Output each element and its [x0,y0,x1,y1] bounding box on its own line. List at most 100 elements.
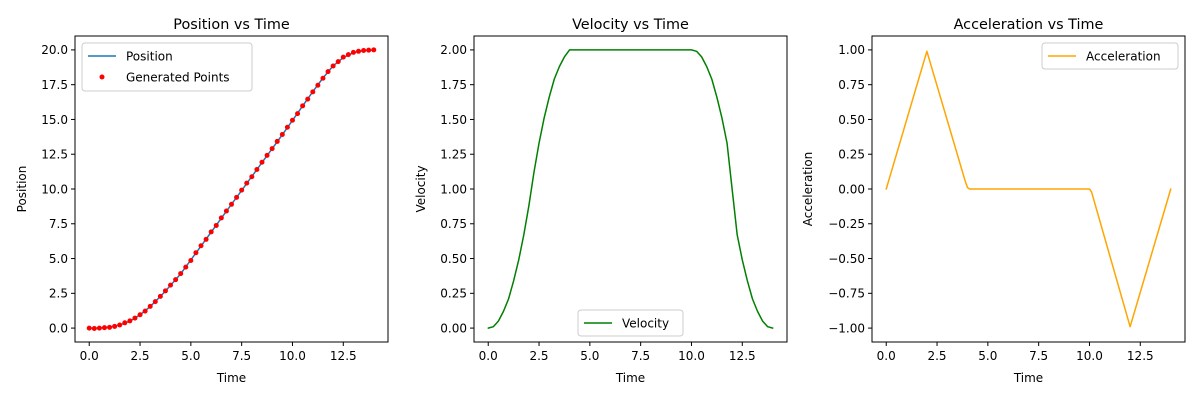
data-point-generated-points [310,89,316,95]
data-point-generated-points [223,208,229,214]
data-point-generated-points [234,194,240,200]
data-point-generated-points [213,222,219,228]
data-point-generated-points [203,236,209,242]
legend-label-acceleration: Acceleration [1086,50,1161,64]
data-point-generated-points [254,167,260,173]
x-tick-label: 0.0 [877,349,896,363]
data-point-generated-points [264,152,270,158]
data-point-generated-points [295,111,301,117]
y-tick-label: −0.50 [828,252,865,266]
x-tick-label: 7.5 [1029,349,1048,363]
y-tick-label: 0.75 [838,78,865,92]
data-point-generated-points [193,250,199,256]
series-line-acceleration [885,50,1172,328]
data-point-generated-points [168,282,174,288]
data-point-generated-points [162,288,168,294]
data-point-generated-points [259,159,265,165]
y-tick-label: −1.00 [828,321,865,335]
x-tick-label: 12.5 [330,349,357,363]
x-tick-label: 7.5 [631,349,650,363]
data-point-generated-points [371,47,377,53]
data-point-generated-points [300,103,306,109]
y-axis-label: Velocity [414,165,428,212]
legend: Position Generated Points [81,42,253,92]
legend-label-velocity: Velocity [622,317,669,331]
y-tick-label: 1.00 [838,43,865,57]
x-tick-label: 5.0 [580,349,599,363]
data-point-generated-points [340,54,346,60]
x-axis-label: Time [615,371,645,385]
data-point-generated-points [335,59,341,65]
data-point-generated-points [132,315,138,321]
data-point-generated-points [325,69,331,75]
y-tick-label: 1.00 [440,182,467,196]
y-tick-label: 0.75 [440,217,467,231]
data-point-generated-points [117,322,123,328]
velocity-chart: Velocity vs Time Time Velocity Velocity … [414,17,788,385]
chart-title: Acceleration vs Time [954,17,1104,33]
y-tick-label: 20.0 [41,43,68,57]
x-tick-label: 2.5 [130,349,149,363]
x-tick-label: 7.5 [232,349,251,363]
plot-area [86,47,377,332]
y-tick-label: 0.50 [440,252,467,266]
y-tick-label: 17.5 [41,78,68,92]
data-point-generated-points [107,324,113,330]
y-tick-label: 1.75 [440,78,467,92]
legend-frame [577,309,684,337]
data-point-generated-points [147,303,153,309]
x-tick-label: 5.0 [181,349,200,363]
data-point-generated-points [320,75,326,81]
x-tick-label: 2.5 [529,349,548,363]
data-point-generated-points [330,63,336,69]
x-tick-label: 10.0 [1076,349,1103,363]
legend-label-position: Position [126,50,173,64]
chart-title: Velocity vs Time [572,17,689,33]
data-point-generated-points [289,117,295,123]
data-point-generated-points [356,48,362,54]
x-tick-label: 0.0 [479,349,498,363]
y-tick-label: 7.5 [49,217,68,231]
data-point-generated-points [229,201,234,207]
legend-label-generated-points: Generated Points [126,71,230,85]
y-tick-label: 1.50 [440,113,467,127]
x-tick-label: 5.0 [978,349,997,363]
position-chart: Position vs Time Time Position Position … [15,17,389,385]
data-point-generated-points [279,131,285,137]
data-point-generated-points [188,257,194,263]
y-tick-label: 0.00 [440,321,467,335]
plot-area [487,49,774,329]
data-point-generated-points [178,271,184,277]
x-tick-label: 10.0 [279,349,306,363]
x-axis-label: Time [216,371,246,385]
y-tick-label: 2.00 [440,43,467,57]
acceleration-chart: Acceleration vs Time Time Acceleration A… [801,17,1186,385]
data-point-generated-points [173,277,179,283]
x-tick-label: 12.5 [729,349,756,363]
data-point-generated-points [361,47,367,53]
y-tick-label: 10.0 [41,182,68,196]
x-tick-label: 12.5 [1127,349,1154,363]
data-point-generated-points [218,215,224,221]
legend: Acceleration [1041,42,1179,70]
data-point-generated-points [244,180,250,186]
chart-title: Position vs Time [173,17,290,33]
y-tick-label: 0.25 [838,148,865,162]
y-axis-label: Acceleration [801,152,815,227]
y-tick-label: 0.00 [838,182,865,196]
data-point-generated-points [350,49,356,55]
y-tick-label: 1.25 [440,148,467,162]
data-point-generated-points [366,47,372,53]
data-point-generated-points [152,299,158,305]
data-point-generated-points [101,325,107,331]
data-point-generated-points [345,52,351,58]
data-point-generated-points [208,229,214,235]
y-tick-label: 0.0 [49,321,68,335]
data-point-generated-points [112,323,118,329]
x-tick-label: 10.0 [678,349,705,363]
data-point-generated-points [122,320,128,326]
y-tick-label: 5.0 [49,252,68,266]
data-point-generated-points [284,124,290,130]
y-tick-label: −0.25 [828,217,865,231]
